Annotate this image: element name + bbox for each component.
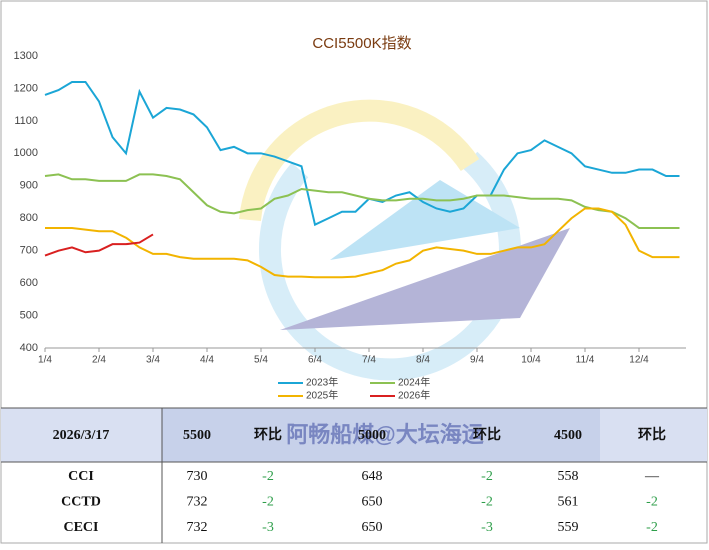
table-cell: 648 bbox=[362, 469, 383, 484]
table-header: 4500 bbox=[554, 428, 582, 443]
row-label: CECI bbox=[63, 520, 98, 535]
logo bbox=[239, 99, 570, 381]
y-tick-label: 500 bbox=[20, 309, 38, 321]
legend-label: 2023年 bbox=[306, 376, 338, 389]
table-cell: -2 bbox=[646, 495, 658, 510]
logo-sail bbox=[280, 228, 570, 330]
legend-label: 2025年 bbox=[306, 389, 338, 402]
y-tick-label: 1300 bbox=[14, 50, 38, 62]
x-tick-label: 8/4 bbox=[416, 355, 430, 366]
table-cell: — bbox=[644, 469, 660, 484]
table-header: 环比 bbox=[254, 426, 282, 443]
series-line bbox=[45, 207, 680, 279]
table-cell: -3 bbox=[262, 520, 274, 535]
table-cell: -2 bbox=[262, 469, 274, 484]
y-tick-label: 800 bbox=[20, 212, 38, 224]
x-tick-label: 4/4 bbox=[200, 355, 214, 366]
series-line bbox=[44, 80, 680, 227]
table-header: 环比 bbox=[638, 426, 666, 443]
y-tick-label: 1200 bbox=[14, 82, 38, 94]
legend-label: 2024年 bbox=[398, 376, 430, 389]
table-cell: 732 bbox=[187, 520, 208, 535]
x-tick-label: 3/4 bbox=[146, 355, 160, 366]
table-header-cell bbox=[1, 408, 162, 462]
table-cell: -2 bbox=[262, 495, 274, 510]
x-tick-label: 12/4 bbox=[629, 355, 649, 366]
watermark: 阿畅船煤@大坛海运 bbox=[286, 422, 483, 447]
y-tick-label: 1100 bbox=[14, 115, 38, 127]
y-tick-label: 900 bbox=[20, 180, 38, 192]
table-cell: 558 bbox=[558, 469, 579, 484]
table-cell: 650 bbox=[362, 520, 383, 535]
y-tick-label: 400 bbox=[20, 342, 38, 354]
table-cell: -2 bbox=[481, 469, 493, 484]
logo-ring-top bbox=[239, 99, 480, 222]
row-label: CCTD bbox=[61, 495, 101, 510]
x-tick-label: 2/4 bbox=[92, 355, 106, 366]
x-tick-label: 11/4 bbox=[576, 355, 595, 366]
series-line bbox=[44, 173, 680, 229]
x-tick-label: 1/4 bbox=[38, 355, 52, 366]
logo-ring bbox=[259, 151, 521, 381]
table-cell: 561 bbox=[558, 495, 579, 510]
table-header: 2026/3/17 bbox=[53, 428, 110, 443]
x-tick-label: 10/4 bbox=[521, 355, 541, 366]
table-header: 5500 bbox=[183, 428, 211, 443]
table-cell: -2 bbox=[646, 520, 658, 535]
table-header-cell bbox=[600, 408, 707, 462]
y-tick-label: 600 bbox=[20, 277, 38, 289]
x-tick-label: 5/4 bbox=[254, 355, 268, 366]
x-tick-label: 6/4 bbox=[308, 355, 322, 366]
table-cell: 650 bbox=[362, 495, 383, 510]
table-cell: 559 bbox=[558, 520, 579, 535]
table-header: 环比 bbox=[473, 426, 501, 443]
chart-title: CCI5500K指数 bbox=[312, 35, 411, 52]
x-tick-label: 9/4 bbox=[470, 355, 484, 366]
row-label: CCI bbox=[68, 469, 94, 484]
table-cell: 732 bbox=[187, 495, 208, 510]
y-tick-label: 1000 bbox=[14, 147, 38, 159]
y-tick-label: 700 bbox=[20, 245, 38, 257]
table-cell: -2 bbox=[481, 495, 493, 510]
table-cell: 730 bbox=[187, 469, 208, 484]
legend-label: 2026年 bbox=[398, 389, 430, 402]
series-line bbox=[44, 233, 154, 257]
table-header: 5000 bbox=[358, 428, 386, 443]
x-tick-label: 7/4 bbox=[362, 355, 376, 366]
table-cell: -3 bbox=[481, 520, 493, 535]
